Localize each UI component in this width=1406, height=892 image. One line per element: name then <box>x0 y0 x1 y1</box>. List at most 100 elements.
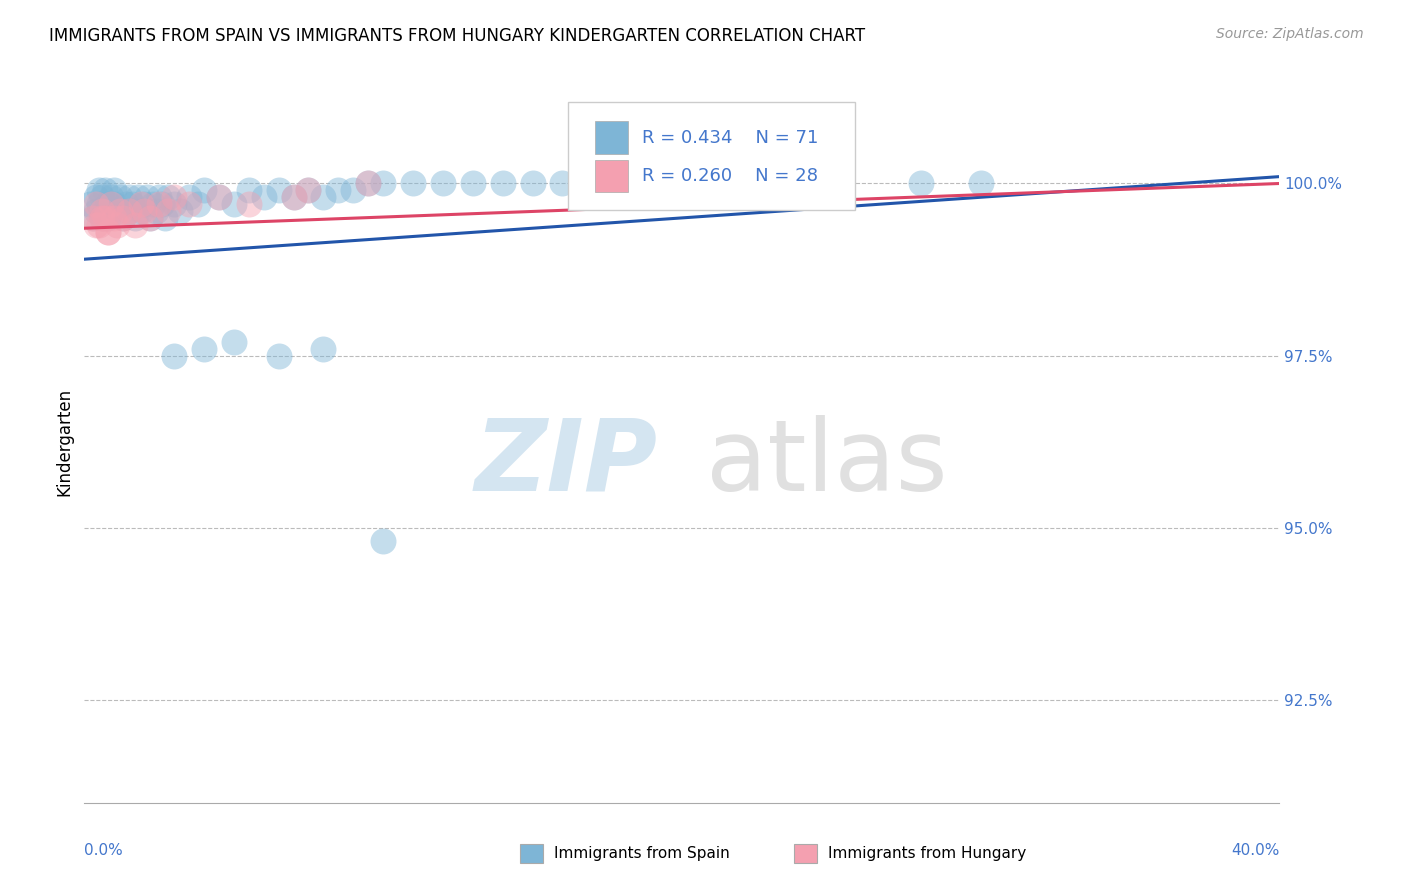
Point <box>283 190 305 204</box>
Point <box>127 190 149 204</box>
Point <box>97 211 120 225</box>
Point <box>283 190 305 204</box>
Point <box>157 190 180 204</box>
Point <box>91 190 114 204</box>
Text: Immigrants from Spain: Immigrants from Spain <box>554 847 730 861</box>
Point <box>86 218 108 232</box>
Point <box>169 204 191 219</box>
Point <box>86 190 108 204</box>
Point <box>222 334 245 349</box>
Point <box>82 211 104 225</box>
Text: 0.0%: 0.0% <box>84 843 124 857</box>
Point <box>731 177 754 191</box>
Point <box>492 177 515 191</box>
Point <box>91 204 114 219</box>
Point <box>118 204 141 219</box>
Point <box>910 177 932 191</box>
Point <box>157 204 180 219</box>
Point <box>163 197 186 211</box>
Point <box>129 197 152 211</box>
Bar <box>595 160 628 193</box>
Point <box>551 177 574 191</box>
Y-axis label: Kindergarten: Kindergarten <box>55 387 73 496</box>
Point <box>297 183 319 197</box>
Point <box>82 211 104 225</box>
Point <box>342 183 364 197</box>
Point <box>124 218 146 232</box>
Point <box>89 218 111 232</box>
Point <box>118 204 141 219</box>
Text: Immigrants from Hungary: Immigrants from Hungary <box>828 847 1026 861</box>
Point <box>187 197 209 211</box>
Point <box>94 211 117 225</box>
Point <box>94 204 117 219</box>
Point <box>97 225 120 239</box>
Point <box>267 349 290 363</box>
Text: R = 0.434    N = 71: R = 0.434 N = 71 <box>643 129 818 147</box>
Point <box>820 177 842 191</box>
Point <box>297 183 319 197</box>
Text: atlas: atlas <box>706 415 948 512</box>
Point <box>112 211 135 225</box>
Point <box>328 183 350 197</box>
Text: 40.0%: 40.0% <box>1232 843 1279 857</box>
Point <box>142 197 165 211</box>
Point <box>461 177 484 191</box>
Point <box>86 204 108 219</box>
Point <box>238 183 260 197</box>
Point <box>139 211 162 225</box>
Point <box>103 211 125 225</box>
Point <box>115 197 138 211</box>
Point <box>177 190 200 204</box>
Point <box>373 534 395 549</box>
Point <box>148 190 170 204</box>
Point <box>91 211 114 225</box>
Point <box>177 197 200 211</box>
Point <box>163 190 186 204</box>
Point <box>163 349 186 363</box>
Point <box>193 183 215 197</box>
Point <box>132 197 156 211</box>
Point <box>312 190 335 204</box>
Point <box>970 177 993 191</box>
Point <box>100 190 122 204</box>
Point <box>91 211 114 225</box>
Point <box>253 190 276 204</box>
Point <box>86 197 108 211</box>
Point <box>129 204 152 219</box>
Point <box>94 183 117 197</box>
Text: ZIP: ZIP <box>475 415 658 512</box>
Text: IMMIGRANTS FROM SPAIN VS IMMIGRANTS FROM HUNGARY KINDERGARTEN CORRELATION CHART: IMMIGRANTS FROM SPAIN VS IMMIGRANTS FROM… <box>49 27 865 45</box>
Point <box>432 177 454 191</box>
Point <box>373 177 395 191</box>
FancyBboxPatch shape <box>568 102 855 211</box>
Point <box>105 218 128 232</box>
Point <box>103 197 125 211</box>
Point <box>357 177 380 191</box>
Point <box>97 225 120 239</box>
Point <box>357 177 380 191</box>
Point <box>79 197 101 211</box>
Point <box>208 190 231 204</box>
Point <box>671 177 693 191</box>
Point <box>612 177 634 191</box>
Point <box>100 204 122 219</box>
Point <box>121 197 143 211</box>
Text: Source: ZipAtlas.com: Source: ZipAtlas.com <box>1216 27 1364 41</box>
Bar <box>595 121 628 154</box>
Point <box>136 190 159 204</box>
Point <box>193 342 215 356</box>
Point <box>89 183 111 197</box>
Point <box>103 183 125 197</box>
Point <box>522 177 544 191</box>
Point <box>222 197 245 211</box>
Point <box>581 177 603 191</box>
Point <box>97 197 120 211</box>
Point <box>150 197 173 211</box>
Point <box>110 204 132 219</box>
Point <box>267 183 290 197</box>
Point <box>100 197 122 211</box>
Point <box>110 190 132 204</box>
Text: R = 0.260    N = 28: R = 0.260 N = 28 <box>643 168 818 186</box>
Point <box>238 197 260 211</box>
